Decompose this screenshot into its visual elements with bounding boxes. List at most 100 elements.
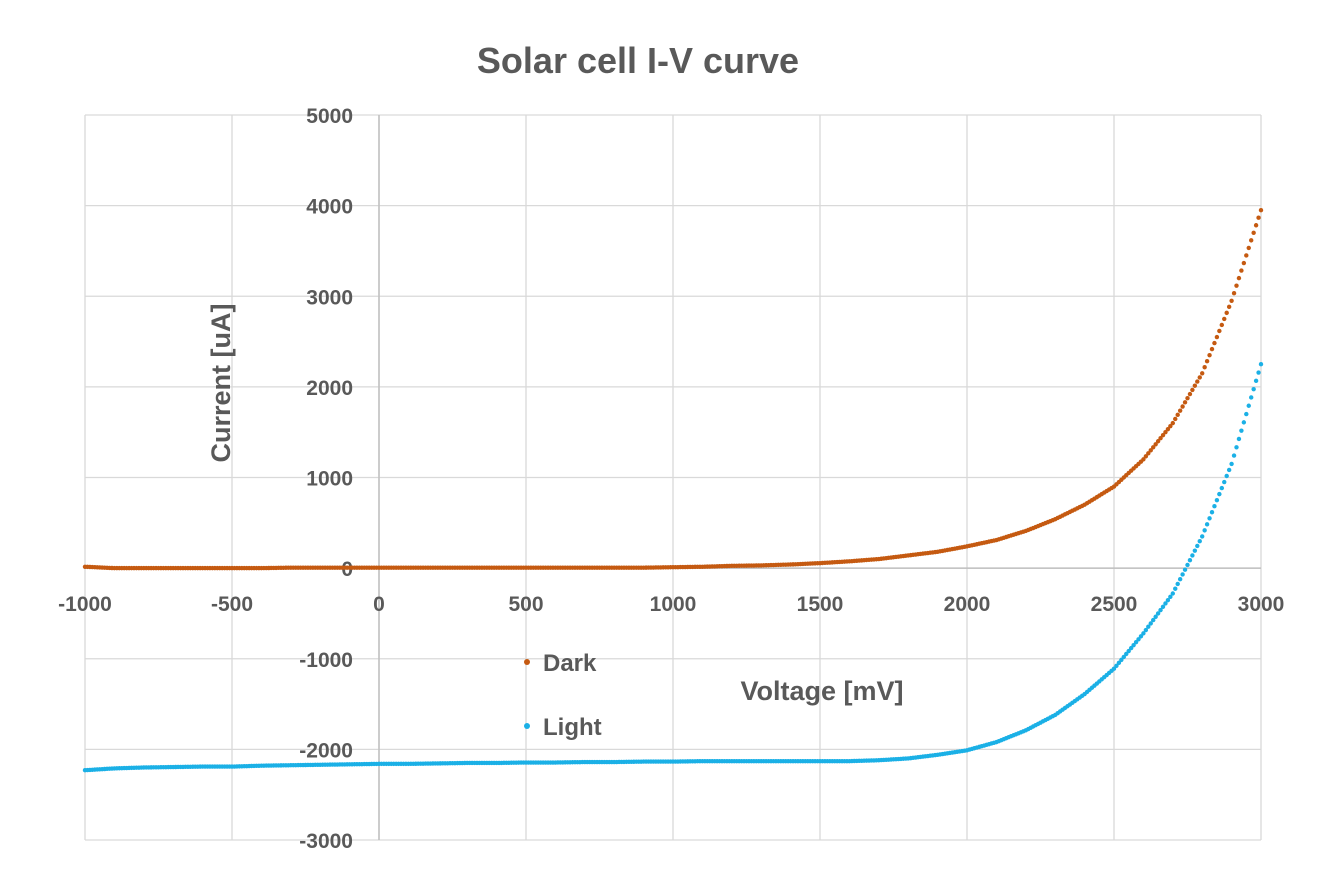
data-point bbox=[1197, 538, 1202, 544]
data-point bbox=[1190, 387, 1195, 393]
data-point bbox=[1195, 379, 1200, 384]
x-tick-label: 500 bbox=[508, 593, 543, 616]
series-dark bbox=[82, 207, 1264, 571]
data-point bbox=[1195, 543, 1200, 549]
data-point bbox=[1180, 404, 1185, 409]
data-point bbox=[1170, 591, 1176, 596]
data-point bbox=[1226, 467, 1232, 473]
data-point bbox=[1177, 577, 1183, 582]
data-point bbox=[1187, 557, 1193, 563]
data-point bbox=[1219, 322, 1225, 328]
data-point bbox=[1119, 657, 1124, 663]
data-point bbox=[1249, 395, 1254, 400]
data-point bbox=[1146, 624, 1151, 629]
data-point bbox=[1231, 291, 1237, 296]
data-point bbox=[1219, 485, 1225, 491]
data-point bbox=[1253, 378, 1259, 384]
data-point bbox=[1222, 316, 1227, 322]
data-point bbox=[1200, 534, 1205, 539]
data-point bbox=[1136, 637, 1141, 642]
data-point bbox=[1151, 445, 1156, 450]
data-point bbox=[1160, 433, 1166, 438]
data-point bbox=[1153, 614, 1158, 619]
data-point bbox=[1236, 275, 1242, 281]
data-point bbox=[1165, 426, 1171, 432]
data-point bbox=[1128, 645, 1134, 651]
data-point bbox=[1236, 436, 1242, 442]
series-light bbox=[82, 362, 1264, 773]
data-point bbox=[1143, 627, 1149, 633]
data-point bbox=[1234, 283, 1239, 288]
data-point bbox=[1239, 428, 1244, 433]
data-point bbox=[1170, 420, 1176, 426]
legend-marker-dark bbox=[524, 659, 530, 665]
data-point bbox=[1175, 581, 1180, 587]
data-point bbox=[1212, 503, 1217, 509]
data-point bbox=[1231, 453, 1237, 458]
data-point bbox=[1177, 408, 1183, 413]
data-point bbox=[1249, 238, 1254, 243]
data-point bbox=[1141, 631, 1146, 636]
data-point bbox=[1251, 386, 1256, 392]
legend-label-dark: Dark bbox=[543, 650, 597, 677]
data-point bbox=[1256, 215, 1261, 220]
data-point bbox=[1146, 451, 1151, 456]
data-point bbox=[1190, 553, 1195, 558]
x-tick-label: -500 bbox=[211, 593, 253, 616]
data-point bbox=[1141, 457, 1146, 462]
data-point bbox=[1224, 310, 1229, 316]
data-point bbox=[1244, 253, 1249, 258]
data-point bbox=[1158, 436, 1163, 441]
data-point bbox=[1165, 597, 1171, 603]
data-point bbox=[1226, 304, 1232, 310]
data-point bbox=[1222, 479, 1227, 485]
y-tick-label: -2000 bbox=[299, 739, 353, 762]
data-point bbox=[1126, 648, 1131, 654]
data-point bbox=[1204, 522, 1210, 527]
data-point bbox=[1187, 391, 1193, 397]
data-point bbox=[1251, 230, 1256, 236]
y-tick-label: -3000 bbox=[299, 830, 353, 853]
data-point bbox=[1229, 298, 1234, 303]
data-point bbox=[1209, 346, 1215, 352]
data-point bbox=[1111, 666, 1117, 671]
data-point bbox=[1163, 429, 1168, 435]
data-point bbox=[1217, 491, 1222, 497]
data-point bbox=[1163, 601, 1168, 606]
data-point bbox=[1185, 396, 1190, 401]
data-point bbox=[1256, 370, 1261, 375]
data-point bbox=[1224, 473, 1229, 479]
data-point bbox=[1244, 411, 1249, 417]
data-point bbox=[1175, 412, 1180, 418]
data-point bbox=[1241, 260, 1247, 266]
y-axis-label: Current [uA] bbox=[206, 304, 236, 463]
data-point bbox=[1202, 365, 1207, 370]
tick-labels: -1000 -500 0 500 1000 1500 2000 2500 3000 -3000 -2… bbox=[58, 105, 1284, 853]
data-point bbox=[1234, 445, 1239, 450]
data-point bbox=[1239, 268, 1244, 273]
data-point bbox=[1121, 654, 1127, 660]
data-point bbox=[1214, 497, 1220, 503]
data-point bbox=[1133, 640, 1139, 645]
data-point bbox=[1148, 448, 1153, 453]
data-point bbox=[1143, 454, 1149, 459]
data-point bbox=[1185, 562, 1190, 568]
chart-title: Solar cell I-V curve bbox=[477, 40, 799, 81]
data-point bbox=[1153, 442, 1158, 447]
data-point bbox=[1182, 567, 1188, 572]
data-point bbox=[1207, 516, 1212, 521]
y-tick-label: 3000 bbox=[306, 286, 353, 309]
data-point bbox=[1214, 334, 1220, 340]
data-point bbox=[1241, 420, 1247, 425]
x-tick-label: 1000 bbox=[650, 593, 697, 616]
data-point bbox=[1131, 642, 1136, 648]
x-axis-label: Voltage [mV] bbox=[740, 676, 903, 706]
data-point bbox=[1192, 548, 1198, 553]
data-point bbox=[1160, 604, 1166, 609]
data-point bbox=[1148, 621, 1153, 626]
data-point bbox=[1207, 352, 1212, 358]
data-point bbox=[1180, 572, 1185, 577]
data-point bbox=[1258, 207, 1264, 213]
data-point bbox=[1182, 400, 1188, 405]
